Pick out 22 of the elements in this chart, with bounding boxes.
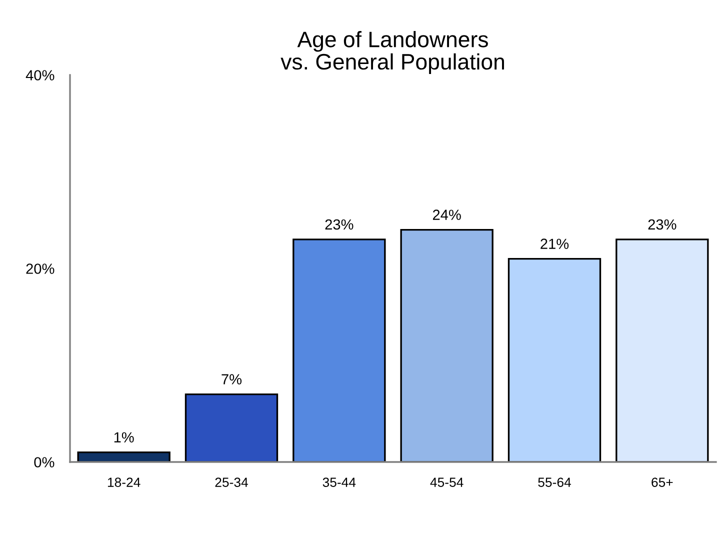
y-tick-label: 20% — [26, 264, 54, 274]
data-label: 23% — [648, 219, 676, 230]
x-tick-label: 65+ — [652, 478, 673, 487]
y-tick-label: 0% — [34, 457, 54, 468]
x-tick-label: 18-24 — [108, 478, 140, 487]
data-label: 24% — [432, 210, 461, 220]
data-label: 7% — [222, 374, 242, 384]
bar — [77, 451, 170, 462]
bar — [292, 238, 386, 462]
y-tick-label: 40% — [26, 70, 54, 80]
bar — [184, 393, 278, 462]
data-label: 1% — [114, 432, 134, 442]
bar — [400, 228, 494, 462]
x-tick-label: 45-54 — [430, 478, 464, 487]
x-tick-label: 25-34 — [215, 478, 248, 487]
data-label: 23% — [325, 219, 354, 230]
x-tick-label: 35-44 — [322, 478, 356, 487]
chart-title: Age of Landowners vs. General Population — [280, 31, 504, 74]
x-tick-label: 55-64 — [538, 478, 571, 487]
bar — [616, 238, 709, 462]
bar — [508, 258, 602, 462]
data-label: 21% — [540, 238, 569, 249]
